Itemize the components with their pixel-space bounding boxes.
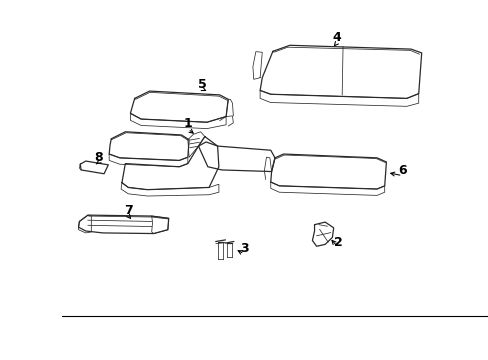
Text: 4: 4 xyxy=(332,31,340,45)
Text: 3: 3 xyxy=(240,242,248,255)
Text: 1: 1 xyxy=(183,117,192,130)
Text: 7: 7 xyxy=(123,204,132,217)
Text: 2: 2 xyxy=(333,236,342,249)
Text: 6: 6 xyxy=(397,164,406,177)
Text: 8: 8 xyxy=(94,151,102,164)
Text: 5: 5 xyxy=(198,77,207,91)
